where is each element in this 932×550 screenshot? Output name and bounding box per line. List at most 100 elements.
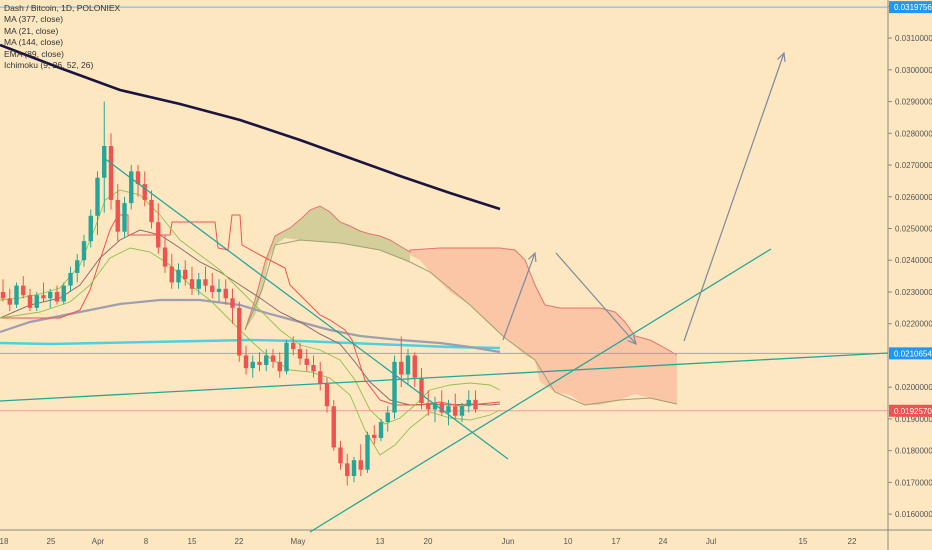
price-label-2: 0.01925704 (894, 407, 932, 416)
candle-body-54 (365, 434, 370, 470)
indicator-legend: Dash / Bitcoin, 1D, POLONIEX MA (377, cl… (4, 3, 120, 71)
candle-body-55 (372, 434, 377, 438)
candle-body-28 (189, 279, 195, 289)
candle-body-17 (115, 199, 120, 232)
descending-trendline (103, 157, 509, 460)
candle-body-32 (216, 288, 222, 292)
x-tick-label-7: 13 (376, 537, 385, 546)
x-tick-label-10: 10 (564, 537, 573, 546)
candle-body-9 (61, 285, 66, 302)
candle-body-22 (149, 199, 154, 223)
legend-ma-21[interactable]: MA (21, close) (4, 25, 59, 36)
x-tick-label-13: Jul (706, 537, 716, 546)
candle-body-2 (14, 285, 19, 305)
candle-body-56 (378, 422, 384, 438)
candle-body-14 (95, 177, 100, 216)
legend-ema-89[interactable]: EMA (89, close) (4, 48, 64, 59)
x-tick-label-14: 15 (799, 537, 808, 546)
candle-body-5 (34, 295, 39, 308)
legend-symbol-title[interactable]: Dash / Bitcoin, 1D, POLONIEX (4, 3, 121, 13)
ichimoku-cloud-bearish (410, 248, 677, 405)
price-label-0: 0.03197563 (894, 3, 932, 12)
x-tick-label-3: 8 (144, 537, 149, 546)
legend-ma-144[interactable]: MA (144, close) (4, 37, 64, 48)
ascending-trendline (309, 248, 772, 533)
candle-body-10 (68, 272, 73, 286)
projection-arrow-up-2-head (777, 51, 786, 62)
candle-body-65 (439, 403, 444, 413)
candle-body-37 (250, 361, 255, 369)
projection-arrow-up-1 (502, 252, 536, 341)
candle-body-58 (392, 361, 397, 413)
x-tick-label-4: 15 (188, 537, 197, 546)
candle-body-49 (331, 406, 336, 448)
candle-body-24 (162, 247, 168, 267)
candle-body-30 (203, 279, 208, 286)
candle-body-8 (54, 291, 60, 302)
x-tick-label-9: Jun (502, 537, 515, 546)
x-tick-label-6: May (290, 537, 305, 546)
candle-body-34 (230, 298, 235, 308)
candle-body-25 (169, 266, 174, 283)
candle-body-42 (284, 342, 289, 372)
x-tick-label-8: 20 (424, 537, 433, 546)
candle-body-19 (129, 171, 134, 204)
legend-ichimoku[interactable]: Ichimoku (9, 26, 52, 26) (4, 60, 94, 71)
candle-body-18 (122, 203, 127, 232)
candle-body-60 (405, 355, 411, 375)
horizontal-trendline (0, 352, 889, 402)
ichimoku-conversion-line (0, 214, 501, 407)
candle-body-41 (277, 361, 282, 372)
candle-body-13 (88, 215, 93, 242)
candle-body-23 (156, 222, 161, 248)
candle-body-47 (318, 371, 323, 385)
candle-body-68 (459, 406, 465, 416)
candle-body-29 (196, 279, 201, 289)
candle-body-43 (291, 342, 296, 350)
x-tick-label-0: 18 (0, 537, 9, 546)
candle-body-11 (75, 260, 80, 273)
candle-body-57 (385, 412, 390, 423)
candle-body-69 (466, 399, 471, 407)
candle-body-70 (473, 399, 478, 410)
price-label-box-1 (889, 347, 932, 360)
legend-ma-377[interactable]: MA (377, close) (4, 14, 64, 25)
candle-body-53 (358, 460, 363, 470)
candle-body-40 (270, 355, 276, 362)
ma-377-line (0, 43, 501, 211)
candle-body-45 (304, 358, 309, 365)
price-label-box-2 (889, 404, 932, 417)
price-scale-background (888, 0, 932, 550)
candle-body-15 (102, 145, 107, 178)
x-tick-label-12: 24 (659, 537, 668, 546)
candle-body-21 (142, 184, 147, 200)
projection-arrow-up-1-head (528, 251, 537, 263)
candle-body-4 (27, 295, 33, 308)
price-label-1: 0.02106549 (894, 349, 932, 358)
candle-body-3 (21, 285, 26, 296)
candle-body-59 (399, 361, 404, 375)
candle-body-6 (41, 295, 46, 299)
ichimoku-cloud-bullish (245, 206, 410, 330)
candle-body-33 (223, 288, 228, 299)
candle-body-63 (426, 403, 431, 410)
candle-body-39 (264, 355, 269, 365)
candle-body-52 (351, 460, 357, 477)
candle-body-20 (135, 171, 141, 185)
candle-body-16 (108, 145, 114, 200)
